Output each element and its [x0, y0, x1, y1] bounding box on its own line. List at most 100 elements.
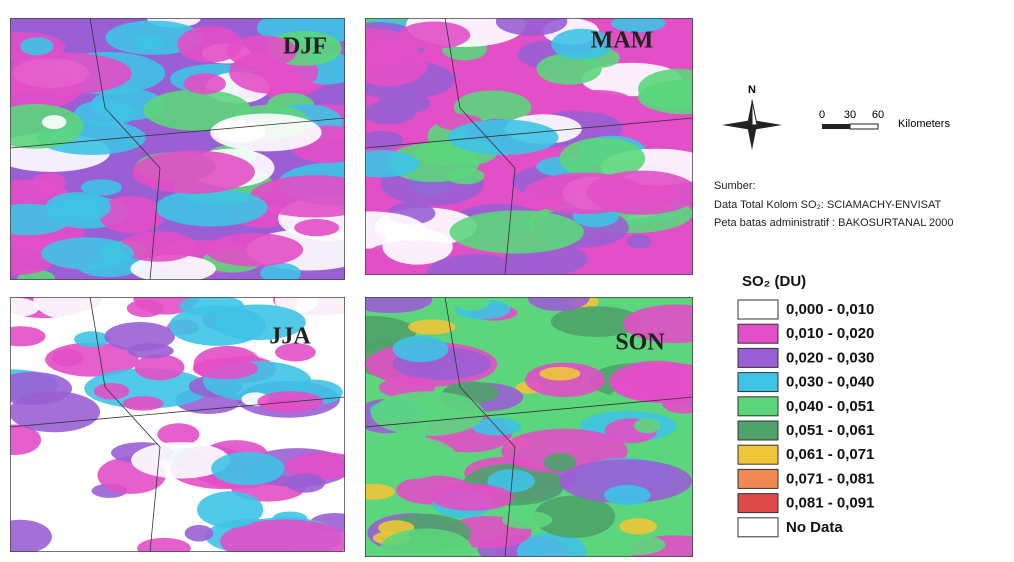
map-region — [185, 525, 214, 541]
map-region — [205, 233, 303, 266]
map-region — [183, 73, 226, 94]
map-region — [132, 150, 255, 193]
map-region — [634, 418, 660, 433]
map-region — [197, 491, 263, 528]
map-region — [74, 331, 109, 347]
map-region — [215, 121, 266, 143]
legend-swatch — [738, 348, 778, 367]
map-region — [393, 336, 449, 362]
map-region — [193, 358, 258, 379]
map-region — [453, 293, 489, 311]
north-label: N — [748, 84, 756, 96]
map-region — [398, 21, 470, 48]
map-region — [524, 173, 645, 214]
map-region — [342, 150, 419, 177]
map-region — [250, 175, 380, 217]
legend-label: 0,051 - 0,061 — [786, 422, 874, 439]
scale-tick: 0 — [819, 109, 825, 121]
map-region — [371, 391, 484, 436]
map-region — [638, 80, 733, 114]
scale-unit: Kilometers — [898, 118, 950, 130]
source-title: Sumber: — [714, 180, 756, 192]
map-region — [502, 511, 552, 529]
map-region — [604, 485, 651, 505]
map-region — [446, 168, 485, 185]
map-region — [41, 237, 134, 269]
map-region — [45, 192, 110, 223]
map-region — [178, 26, 243, 63]
map-region — [539, 367, 580, 381]
map-panel — [0, 277, 368, 562]
map-region — [565, 90, 632, 113]
map-region — [450, 210, 584, 253]
map-panel — [0, 10, 409, 288]
legend-swatch — [738, 518, 778, 537]
legend-label: 0,020 - 0,030 — [786, 349, 874, 366]
map-region — [346, 436, 457, 480]
figure: DJF MAM JJA SON N 0 30 60 Kilometers Sum… — [0, 0, 1014, 562]
map-region — [361, 131, 403, 150]
map-region — [426, 254, 525, 294]
map-region — [52, 349, 83, 367]
legend-swatch — [738, 421, 778, 440]
legend-swatch — [738, 469, 778, 488]
legend-label: 0,010 - 0,020 — [786, 325, 874, 342]
map-panel — [313, 4, 732, 294]
map-region — [135, 354, 185, 380]
map-region — [20, 37, 53, 55]
legend-label: 0,071 - 0,081 — [786, 470, 874, 487]
legend-label: 0,030 - 0,040 — [786, 374, 874, 391]
map-region — [211, 452, 284, 485]
source-line: Data Total Kolom SO₂: SCIAMACHY-ENVISAT — [714, 199, 941, 211]
legend-swatch — [738, 373, 778, 392]
scale-bar: 0 30 60 Kilometers — [819, 109, 951, 130]
map-region — [94, 383, 130, 399]
legend-swatch — [738, 300, 778, 319]
map-region — [448, 120, 559, 155]
legend-label: No Data — [786, 519, 843, 536]
scale-tick: 60 — [872, 109, 884, 121]
map-region — [33, 277, 122, 321]
map-region — [122, 396, 163, 410]
map-region — [627, 234, 652, 248]
legend-swatch — [738, 397, 778, 416]
map-region — [155, 189, 267, 226]
panel-label: DJF — [283, 34, 327, 60]
legend-label: 0,000 - 0,010 — [786, 301, 874, 318]
map-region — [127, 300, 164, 318]
map-region — [137, 538, 191, 559]
legend-title: SO₂ (DU) — [742, 273, 806, 290]
map-region — [127, 343, 173, 358]
map-region — [362, 101, 415, 124]
map-region — [294, 219, 339, 236]
map-region — [42, 115, 67, 129]
panel-label: JJA — [269, 324, 311, 350]
map-region — [353, 484, 395, 500]
map-region — [619, 518, 657, 534]
legend-swatch — [738, 494, 778, 513]
map-region — [296, 290, 361, 324]
legend: 0,000 - 0,010 0,010 - 0,020 0,020 - 0,030 0… — [738, 300, 874, 537]
map-region — [4, 53, 132, 95]
maps — [0, 4, 733, 562]
source-line: Peta batas administratif : BAKOSURTANAL … — [714, 217, 953, 229]
panel-label: MAM — [591, 28, 654, 54]
map-region — [134, 35, 163, 49]
legend-label: 0,061 - 0,071 — [786, 446, 874, 463]
legend-label: 0,040 - 0,051 — [786, 398, 874, 415]
map-region — [408, 319, 455, 334]
map-panel — [321, 284, 729, 562]
panel-label: SON — [615, 330, 665, 356]
map-region — [32, 172, 66, 191]
map-region — [81, 179, 122, 195]
map-region — [268, 397, 302, 412]
map-region — [614, 363, 722, 404]
legend-swatch — [738, 324, 778, 343]
map-region — [431, 484, 514, 511]
map-region — [605, 535, 665, 555]
legend-swatch — [738, 445, 778, 464]
map-region — [496, 7, 568, 36]
scale-tick: 30 — [844, 109, 856, 121]
map-region — [348, 286, 432, 313]
legend-label: 0,081 - 0,091 — [786, 495, 874, 512]
